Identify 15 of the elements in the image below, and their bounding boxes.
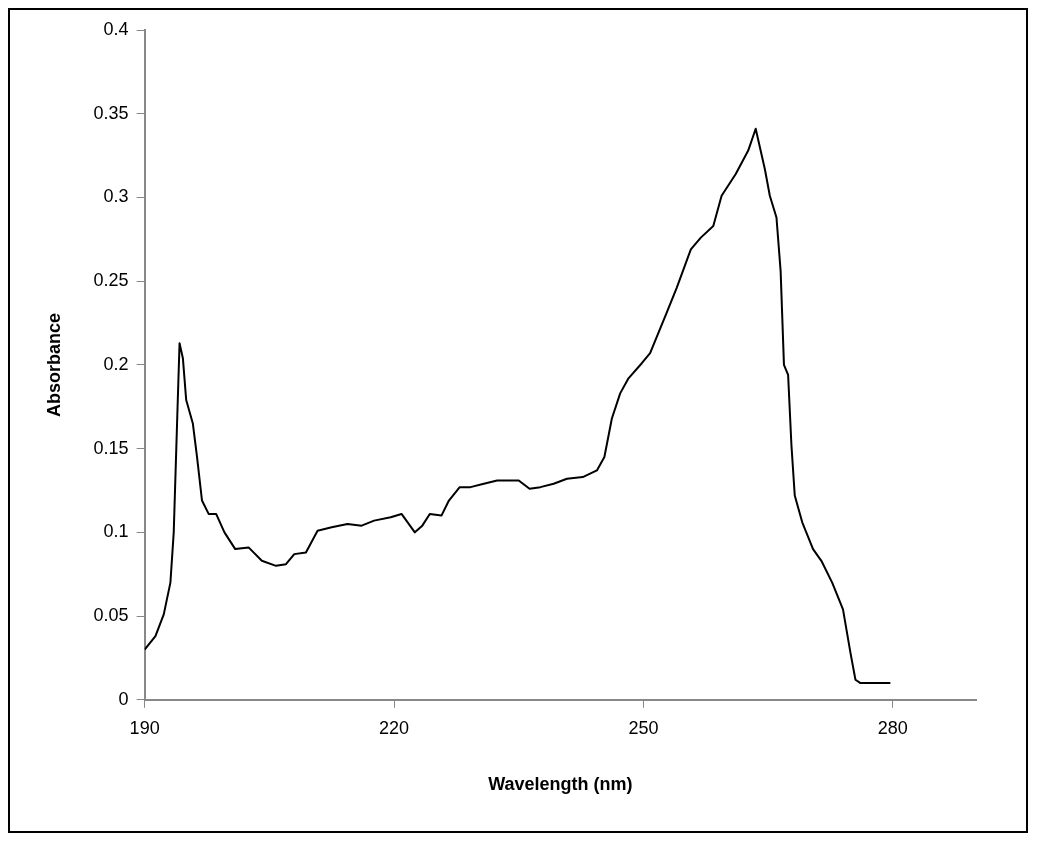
y-tick-label: 0.3	[103, 186, 129, 207]
x-tick-label: 250	[628, 717, 659, 738]
x-axis-title: Wavelength (nm)	[488, 774, 633, 795]
y-tick-label: 0.05	[93, 605, 129, 626]
y-tick-label: 0.25	[93, 270, 129, 291]
x-tick-label: 220	[379, 717, 410, 738]
y-tick-label: 0.4	[103, 18, 129, 39]
y-tick-label: 0.1	[103, 521, 129, 542]
y-tick-label: 0.35	[93, 102, 129, 123]
x-tick-label: 190	[129, 717, 160, 738]
y-axis-title: Absorbance	[43, 312, 64, 417]
x-tick-label: 280	[877, 717, 908, 738]
y-tick-label: 0.15	[93, 437, 129, 458]
y-tick-label: 0.2	[103, 353, 129, 374]
y-tick-label: 0	[118, 688, 129, 709]
